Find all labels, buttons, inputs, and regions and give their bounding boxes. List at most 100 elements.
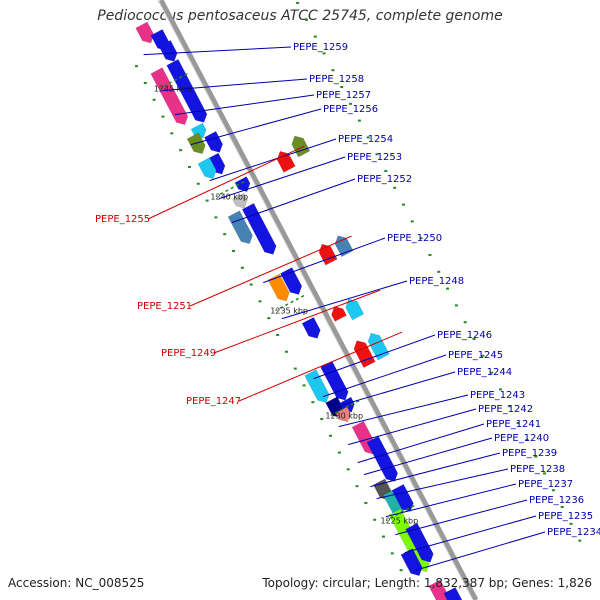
gene-label-plus: PEPE_1238 [510,464,565,475]
gene-label-plus: PEPE_1242 [478,404,533,415]
dot-mark [223,233,227,236]
dot-mark [410,220,414,223]
gene-arrow [135,21,155,44]
gene-label-leader [162,78,308,92]
dot-mark [390,552,394,555]
gc-dot-tracks [135,2,582,572]
gene-label-leader [322,354,447,398]
gene-label-leader [414,531,546,572]
dot-mark [525,438,529,441]
gene-arrow [227,210,253,245]
gene-arrow [304,369,330,403]
dot-mark [357,119,361,122]
gene-label-plus: PEPE_1239 [502,448,557,459]
backbone-highlight [157,0,474,600]
dot-mark [143,81,147,84]
dot-mark [187,165,191,168]
genome-backbone [157,0,479,600]
gene-label-plus: PEPE_1256 [323,104,378,115]
dot-mark [543,472,547,475]
map-title: Pediococcus pentosaceus ATCC 25745, comp… [97,8,503,24]
gene-label-leader [147,145,305,220]
dot-mark [214,216,218,219]
kbp-tick-mark [275,294,305,312]
dot-mark [578,539,582,542]
dot-mark [481,354,485,357]
gene-arrow [400,548,423,577]
dot-mark [249,283,253,286]
dot-mark [284,350,288,353]
kbp-tick-label: 1225 kbp [381,516,419,525]
dot-mark [463,321,467,324]
dot-mark [170,132,174,135]
kbp-tick-mark [330,399,360,417]
gene-arrow [405,522,434,563]
gene-label-plus: PEPE_1253 [347,152,402,163]
gene-label-plus: PEPE_1246 [437,330,492,341]
dot-mark [196,182,200,185]
gene-label-minus: PEPE_1255 [95,214,150,225]
dot-mark [551,489,555,492]
dot-mark [366,136,370,139]
dot-mark [364,501,368,504]
gene-arrow [231,192,248,209]
gene-label-leader [338,394,469,428]
gene-arrow [158,39,178,62]
gene-label-leader [404,515,537,554]
dot-mark [399,569,403,572]
dot-mark [313,35,317,38]
dot-mark [337,451,341,454]
kbp-ticks: 1245 kbp 1240 kbp 1235 kbp 1230 kbp 1225 kbp [154,72,419,525]
dot-mark [490,371,494,374]
dot-mark [302,384,306,387]
dot-mark [393,186,397,189]
dot-mark [205,199,209,202]
gene-arrow [301,316,321,339]
dot-mark [349,102,353,105]
gene-arrow [318,243,338,266]
dot-mark [560,506,564,509]
gene-arrow [391,483,414,512]
kbp-tick-label: 1245 kbp [154,84,192,93]
dot-mark [373,518,377,521]
dot-mark [472,338,476,341]
dot-mark [267,317,271,320]
gene-label-plus: PEPE_1240 [494,433,549,444]
kbp-tick-label: 1235 kbp [270,306,308,315]
gene-arrow [204,130,223,153]
gene-label-leader [281,280,408,320]
dot-mark [454,304,458,307]
dot-mark [135,65,139,68]
dot-mark [152,98,156,101]
kbp-tick-label: 1240 kbp [210,192,248,201]
gene-label-leader [231,178,356,224]
gene-label-minus: PEPE_1249 [161,348,216,359]
gene-label-leader [363,437,493,476]
dot-mark [232,249,236,252]
dot-mark [322,52,326,55]
dot-mark [401,203,405,206]
gene-arrow [345,298,365,321]
dot-mark [296,2,300,5]
gene-label-leader [190,108,322,146]
backbone-line [158,0,479,600]
gene-label-leader [385,483,517,518]
gene-label-plus: PEPE_1258 [309,74,364,85]
gene-label-leader [313,334,436,380]
gene-label-leader [189,235,352,307]
dot-mark [304,18,308,21]
dot-mark [381,535,385,538]
gene-label-plus: PEPE_1252 [357,174,412,185]
gene-arrow [166,58,208,123]
dot-mark [507,405,511,408]
kbp-tick-mark [215,180,245,198]
gene-label-plus: PEPE_1245 [448,350,503,361]
dot-mark [375,153,379,156]
dot-mark [516,422,520,425]
gene-label-plus: PEPE_1259 [293,42,348,53]
gene-label-leader [263,237,386,284]
dot-mark [498,388,502,391]
gene-label-leader [376,468,509,500]
gene-label-plus: PEPE_1235 [538,511,593,522]
